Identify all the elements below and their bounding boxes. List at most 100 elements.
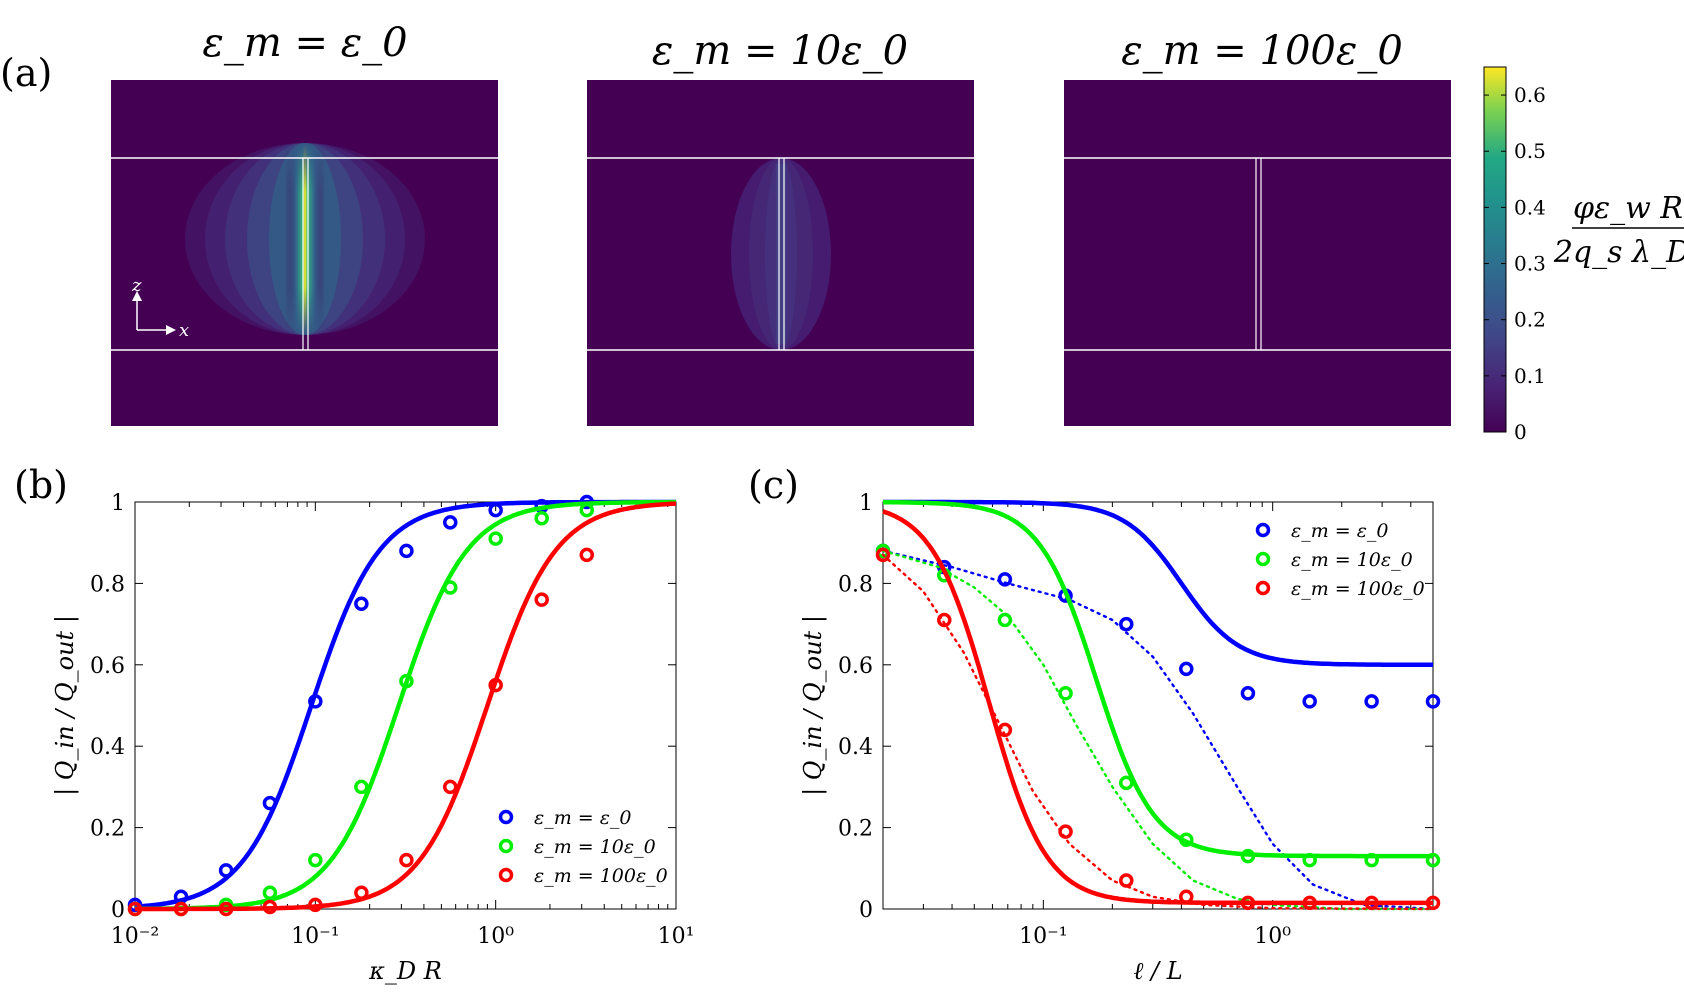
series-fit-line bbox=[883, 499, 1433, 859]
data-point bbox=[1425, 895, 1441, 911]
y-tick-label: 0.2 bbox=[90, 817, 125, 842]
colorbar-tick-label: 0.2 bbox=[1514, 308, 1546, 332]
data-point bbox=[997, 572, 1013, 587]
data-point bbox=[1364, 895, 1379, 911]
hot-band bbox=[285, 144, 325, 334]
data-point bbox=[1240, 686, 1256, 701]
data-point bbox=[875, 547, 891, 563]
data-point bbox=[399, 673, 414, 689]
y-tick-label: 0.2 bbox=[838, 817, 873, 842]
colorbar-gradient bbox=[1483, 66, 1507, 433]
series-dotted-line bbox=[881, 549, 1435, 911]
x-tick-label: 10⁰ bbox=[477, 924, 514, 949]
legend-label: ε_m = ε_0 bbox=[534, 807, 632, 829]
colorbar-tick-label: 0.5 bbox=[1514, 139, 1546, 163]
x-tick-label: 10⁻¹ bbox=[291, 924, 339, 949]
data-point bbox=[1364, 694, 1379, 709]
data-point bbox=[1240, 895, 1256, 911]
data-point bbox=[1179, 889, 1194, 905]
data-point bbox=[354, 885, 369, 900]
data-point bbox=[488, 502, 503, 518]
data-point bbox=[308, 694, 323, 709]
legend-label: ε_m = 100ε_0 bbox=[1291, 578, 1425, 600]
y-tick-label: 0.6 bbox=[90, 654, 125, 679]
data-point bbox=[1119, 775, 1134, 791]
y-axis-label: | Q_in / Q_out | bbox=[799, 615, 828, 796]
legend-marker bbox=[498, 867, 514, 883]
panel-label-a: (a) bbox=[0, 51, 52, 95]
colorbar-tick-label: 0.6 bbox=[1514, 83, 1546, 107]
data-point bbox=[308, 852, 323, 868]
axis-x-label: x bbox=[179, 320, 189, 341]
data-point bbox=[218, 863, 234, 878]
data-point bbox=[579, 502, 595, 518]
legend-label: ε_m = 10ε_0 bbox=[534, 836, 656, 858]
data-point bbox=[937, 612, 952, 628]
plot-c: 0 0.2 0.4 0.6 0.8 1 10⁻¹ 10⁰ ℓ / L | Q_in / Q_out… bbox=[799, 491, 1441, 985]
data-point bbox=[534, 592, 549, 607]
data-point bbox=[997, 612, 1013, 628]
colorbar-tick-label: 0.3 bbox=[1514, 252, 1546, 276]
y-tick-label: 1 bbox=[859, 491, 873, 516]
colorbar-tick-label: 0.4 bbox=[1514, 195, 1546, 219]
legend-label: ε_m = 100ε_0 bbox=[534, 865, 668, 887]
series-fit-line bbox=[882, 509, 1433, 906]
data-point bbox=[1119, 616, 1134, 632]
panel-label-b: (b) bbox=[14, 463, 68, 507]
series-fit-line bbox=[883, 499, 1433, 668]
data-point bbox=[488, 531, 503, 546]
y-tick-label: 0.8 bbox=[838, 572, 873, 597]
data-point bbox=[127, 901, 143, 917]
colorbar-label-numerator: φε_w R bbox=[1573, 191, 1683, 226]
data-point bbox=[399, 852, 414, 868]
data-point bbox=[1179, 661, 1194, 677]
colorbar-ticks: 0 0.1 0.2 0.3 0.4 0.5 0.6 bbox=[1484, 83, 1546, 444]
y-tick-label: 1 bbox=[111, 491, 125, 516]
y-tick-label: 0 bbox=[859, 898, 873, 923]
colorbar-label-denominator: 2q_s λ_D² bbox=[1553, 235, 1684, 270]
legend: ε_m = ε_0 ε_m = 10ε_0 ε_m = 100ε_0 bbox=[1255, 520, 1425, 600]
plot-frame bbox=[134, 501, 677, 910]
data-point bbox=[534, 511, 549, 526]
x-tick-label: 10⁻¹ bbox=[1019, 924, 1067, 949]
legend-marker bbox=[1255, 580, 1271, 596]
y-tick-label: 0.4 bbox=[838, 735, 873, 760]
data-point bbox=[399, 543, 414, 559]
data-point bbox=[579, 547, 595, 563]
y-tick-label: 0.4 bbox=[90, 735, 125, 760]
data-point bbox=[1058, 824, 1073, 839]
data-point bbox=[1425, 852, 1441, 868]
legend-marker bbox=[498, 809, 514, 825]
colorbar-tick-label: 0 bbox=[1514, 420, 1527, 444]
data-point bbox=[1364, 852, 1379, 868]
legend-label: ε_m = ε_0 bbox=[1291, 520, 1389, 542]
data-point bbox=[443, 580, 458, 595]
legend-label: ε_m = 10ε_0 bbox=[1291, 549, 1413, 571]
legend: ε_m = ε_0 ε_m = 10ε_0 ε_m = 100ε_0 bbox=[498, 807, 668, 887]
axes-indicator: z x bbox=[131, 275, 189, 341]
halo bbox=[731, 158, 831, 350]
heatmap-eps10 bbox=[587, 80, 974, 426]
data-point bbox=[262, 885, 278, 900]
colorbar-tick-label: 0.1 bbox=[1514, 364, 1546, 388]
data-point bbox=[1425, 694, 1441, 709]
heatmap-eps100 bbox=[1064, 80, 1451, 426]
data-point bbox=[1302, 852, 1317, 868]
y-tick-label: 0.6 bbox=[838, 654, 873, 679]
colorbar-label: φε_w R 2q_s λ_D² bbox=[1553, 191, 1684, 270]
plot-b: 0 0.2 0.4 0.6 0.8 1 10⁻² 10⁻¹ 10⁰ 10¹ κ_D R | Q_in … bbox=[51, 491, 694, 985]
data-point bbox=[443, 515, 458, 530]
legend-marker bbox=[1255, 522, 1271, 538]
data-point bbox=[1119, 873, 1134, 888]
data-point bbox=[354, 779, 369, 795]
data-point bbox=[173, 901, 189, 917]
data-point bbox=[997, 722, 1013, 738]
data-point bbox=[1240, 848, 1256, 864]
data-point bbox=[443, 779, 458, 795]
heatmap-title-1: ε_m = ε_0 bbox=[202, 20, 407, 66]
axis-z-label: z bbox=[131, 275, 142, 296]
series-fit-line bbox=[135, 501, 677, 912]
heatmap-title-3: ε_m = 100ε_0 bbox=[1121, 28, 1403, 74]
data-point bbox=[354, 596, 369, 611]
